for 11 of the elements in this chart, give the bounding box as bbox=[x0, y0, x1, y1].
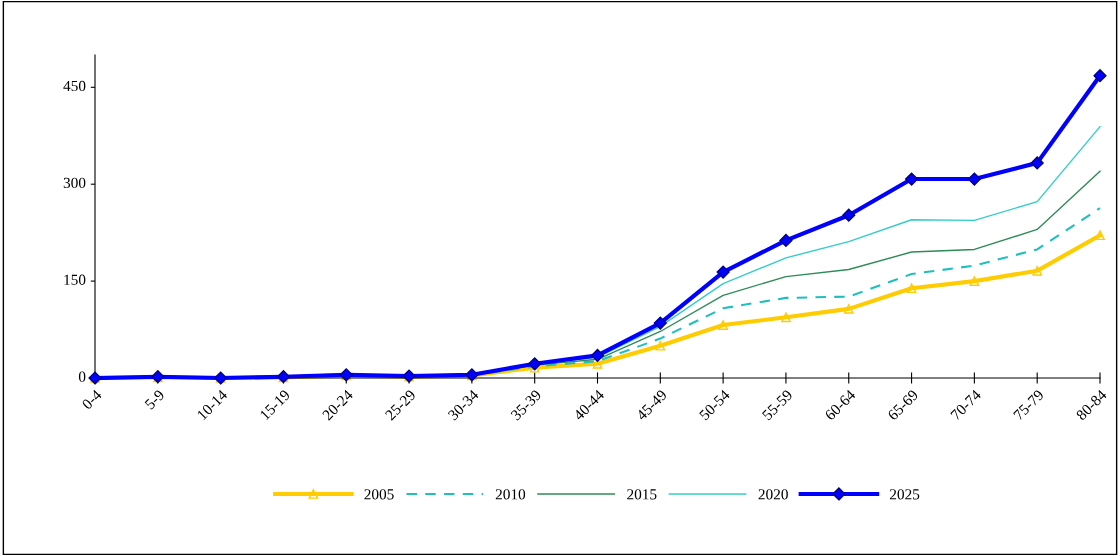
x-tick-label: 0-4 bbox=[81, 388, 103, 411]
y-tick-label: 0 bbox=[78, 371, 86, 382]
y-tick-label: 300 bbox=[63, 177, 86, 189]
legend-label: 2005 bbox=[364, 489, 394, 500]
legend-label: 2025 bbox=[889, 489, 920, 500]
x-tick-label: 5-9 bbox=[144, 389, 165, 410]
y-tick-label: 150 bbox=[64, 274, 86, 285]
legend-label: 2015 bbox=[627, 489, 657, 500]
legend-label: 2020 bbox=[758, 489, 788, 500]
legend-label: 2010 bbox=[495, 489, 526, 500]
y-tick-label: 450 bbox=[63, 80, 86, 92]
